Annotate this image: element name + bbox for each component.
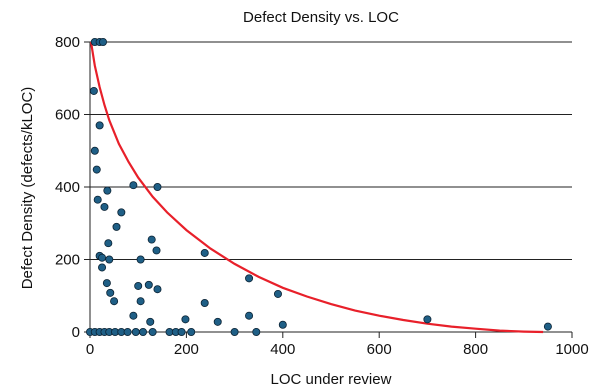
data-point xyxy=(90,146,99,155)
data-point xyxy=(95,121,104,130)
data-point xyxy=(200,248,209,257)
x-tick-label: 0 xyxy=(86,341,94,358)
data-points xyxy=(86,38,552,336)
y-tick-label: 800 xyxy=(55,34,80,51)
data-point xyxy=(187,327,196,336)
data-point xyxy=(92,165,101,174)
y-tick-label: 400 xyxy=(55,179,80,196)
x-tick-label: 800 xyxy=(463,341,488,358)
data-point xyxy=(89,86,98,95)
data-point xyxy=(129,311,138,320)
data-point xyxy=(152,246,161,255)
x-tick-label: 600 xyxy=(367,341,392,358)
data-point xyxy=(543,322,552,331)
data-point xyxy=(98,263,107,272)
data-point xyxy=(112,222,121,231)
data-point xyxy=(106,288,115,297)
data-point xyxy=(110,297,119,306)
data-point xyxy=(136,255,145,264)
data-point xyxy=(148,327,157,336)
data-point xyxy=(146,317,155,326)
y-axis-label: Defect Density (defects/kLOC) xyxy=(19,87,36,290)
x-tick-label: 400 xyxy=(270,341,295,358)
data-point xyxy=(177,327,186,336)
data-point xyxy=(105,255,114,264)
data-point xyxy=(181,315,190,324)
y-tick-label: 200 xyxy=(55,252,80,269)
data-point xyxy=(273,289,282,298)
y-tick-label: 600 xyxy=(55,107,80,124)
y-tick-labels: 0 200 400 600 800 xyxy=(55,34,80,341)
trend-curve xyxy=(89,41,544,334)
data-point xyxy=(98,253,107,262)
data-point xyxy=(245,274,254,283)
data-point xyxy=(100,202,109,211)
data-point xyxy=(230,327,239,336)
trend-curve-layer xyxy=(89,41,544,334)
data-point xyxy=(144,280,153,289)
data-point xyxy=(213,317,222,326)
y-tick-label: 0 xyxy=(72,324,80,341)
x-tick-label: 200 xyxy=(174,341,199,358)
data-point xyxy=(104,239,113,248)
data-point xyxy=(423,315,432,324)
data-point xyxy=(252,327,261,336)
data-point xyxy=(117,208,126,217)
data-point xyxy=(93,195,102,204)
data-point xyxy=(123,327,132,336)
data-point xyxy=(134,281,143,290)
data-point xyxy=(103,186,112,195)
chart-title: Defect Density vs. LOC xyxy=(243,9,399,26)
x-axis-label: LOC under review xyxy=(271,371,392,388)
axes xyxy=(89,42,573,338)
data-point xyxy=(147,235,156,244)
gridlines xyxy=(84,41,572,333)
x-tick-label: 1000 xyxy=(555,341,588,358)
data-point xyxy=(278,320,287,329)
x-tick-labels: 0 200 400 600 800 1000 xyxy=(86,341,589,358)
data-point xyxy=(139,327,148,336)
data-point xyxy=(245,311,254,320)
data-point xyxy=(153,285,162,294)
data-point xyxy=(131,327,140,336)
data-point xyxy=(99,38,108,47)
data-point xyxy=(102,279,111,288)
data-point xyxy=(129,181,138,190)
data-point xyxy=(200,298,209,307)
data-point xyxy=(136,297,145,306)
data-point xyxy=(153,182,162,191)
